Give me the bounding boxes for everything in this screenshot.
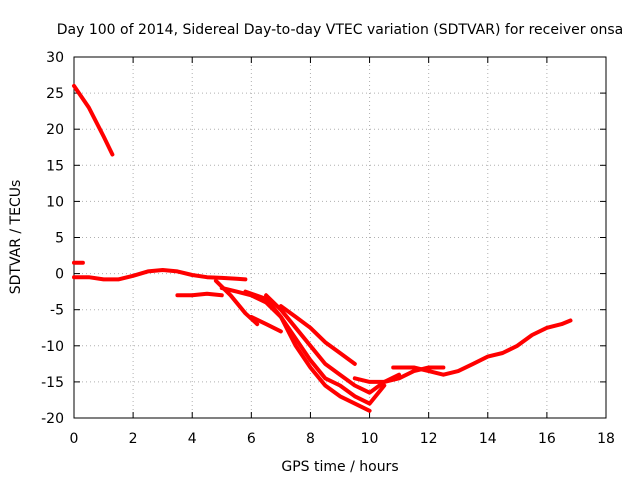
ticks: 0 2 4 6 8 10 12 14 16 18 30 25 20 15 10 5 0 -5 -10 -15 -20 <box>41 50 615 447</box>
y-tick-label: -20 <box>41 411 64 427</box>
x-tick-label: 16 <box>538 431 556 447</box>
y-tick-label: 30 <box>46 50 64 66</box>
x-tick-label: 10 <box>361 431 379 447</box>
series-arc-j <box>249 314 283 334</box>
x-tick-label: 6 <box>247 431 256 447</box>
y-axis-label: SDTVAR / TECUs <box>8 180 24 295</box>
y-tick-label: 15 <box>46 158 64 174</box>
series-group <box>72 83 573 413</box>
x-tick-label: 8 <box>306 431 315 447</box>
series-arc-l <box>391 318 573 377</box>
series-arc-c <box>72 268 248 282</box>
x-tick-label: 18 <box>597 431 615 447</box>
grid <box>74 57 606 418</box>
y-tick-label: 10 <box>46 194 64 210</box>
x-axis-label: GPS time / hours <box>281 459 398 475</box>
y-tick-label: -15 <box>41 375 64 391</box>
x-tick-label: 14 <box>479 431 497 447</box>
y-tick-label: 0 <box>55 267 64 283</box>
series-arc-a <box>72 83 115 157</box>
y-tick-label: 25 <box>46 86 64 102</box>
series-arc-g <box>243 289 387 406</box>
y-tick-label: -5 <box>50 303 64 319</box>
x-tick-label: 2 <box>129 431 138 447</box>
chart-title: Day 100 of 2014, Sidereal Day-to-day VTE… <box>57 22 624 38</box>
x-tick-label: 4 <box>188 431 197 447</box>
x-tick-label: 12 <box>420 431 438 447</box>
y-tick-label: 5 <box>55 231 64 247</box>
series-arc-i <box>278 304 357 366</box>
y-tick-label: -10 <box>41 339 64 355</box>
x-tick-label: 0 <box>70 431 79 447</box>
y-tick-label: 20 <box>46 122 64 138</box>
series-arc-h <box>264 293 402 395</box>
series-arc-d <box>175 291 224 298</box>
series-arc-k <box>352 365 446 384</box>
